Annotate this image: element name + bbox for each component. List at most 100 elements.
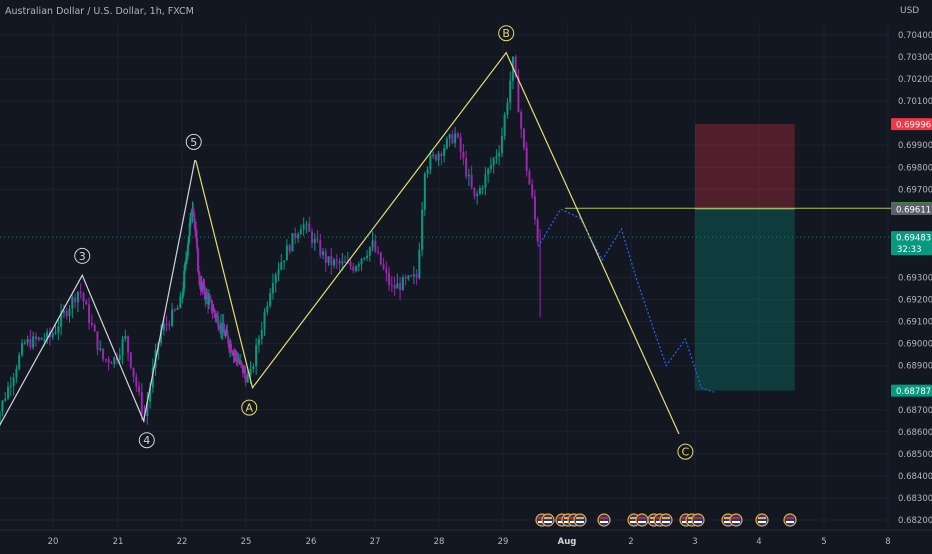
candle-body (377, 251, 380, 253)
price-tick-label: 0.68900 (898, 362, 932, 372)
wave-label-b[interactable]: B (502, 27, 510, 40)
time-axis[interactable]: 20 21 22 25 26 27 28 29 Aug 2 3 4 5 8 (0, 529, 932, 550)
candle-body (37, 337, 40, 340)
candle-body (423, 173, 426, 210)
candle-body (0, 411, 1, 424)
elliott-wave-drawings[interactable]: 3 4 5 A B C (0, 25, 715, 460)
candle-body (338, 260, 341, 264)
candle-body (210, 300, 213, 311)
candle-body (207, 298, 210, 305)
candle-body (113, 357, 116, 364)
candle-body (9, 385, 12, 387)
wave-label-circle[interactable] (74, 247, 91, 264)
candle-body (355, 266, 358, 271)
wave-label-circle[interactable] (498, 25, 515, 42)
event-flag-icon[interactable] (691, 513, 705, 527)
wave-label-circle[interactable] (185, 133, 202, 150)
event-flag-icon[interactable] (783, 513, 797, 527)
time-tick-label: 5 (821, 537, 826, 547)
event-flag-icon[interactable] (659, 513, 673, 527)
candle-body (140, 392, 143, 415)
candle-body (333, 259, 336, 266)
event-flag-icon[interactable] (755, 513, 769, 527)
wave-label-3[interactable]: 3 (79, 250, 86, 263)
candle-body (196, 237, 199, 249)
price-tag-label[interactable]: 0.69996 (896, 121, 931, 131)
wave-label-circle[interactable] (241, 399, 258, 416)
candle-body (374, 240, 377, 252)
wave-label-a[interactable]: A (245, 402, 253, 415)
price-tag-label[interactable]: 0.68787 (896, 387, 931, 397)
price-tag-bg[interactable] (891, 384, 932, 397)
candle-body (305, 223, 308, 225)
time-tick-label: 2 (628, 537, 633, 547)
event-flag-icon[interactable] (729, 513, 743, 527)
price-tick-label: 0.69800 (898, 163, 932, 173)
grid-lines (0, 22, 891, 528)
candle-body (368, 247, 371, 256)
candle-body (127, 336, 130, 353)
candle-body (107, 359, 110, 363)
price-tick-label: 0.69700 (898, 185, 932, 195)
candle-body (244, 373, 247, 383)
wave-label-circle[interactable] (677, 443, 694, 460)
price-tag-bg[interactable] (891, 231, 932, 256)
candle-body (132, 367, 135, 377)
event-flag-stripe (694, 521, 702, 523)
candle-body (487, 168, 490, 175)
take-profit-zone[interactable] (695, 208, 795, 391)
wave-label-c[interactable]: C (682, 446, 690, 459)
event-flag-stripe (724, 517, 732, 519)
event-flag-stripe (630, 517, 638, 519)
projection-path-line[interactable] (537, 208, 715, 393)
candle-body (412, 274, 415, 277)
event-flag-stripe (724, 521, 732, 523)
price-tick-label: 0.68700 (898, 406, 932, 416)
candle-body (257, 338, 260, 345)
candle-body (352, 266, 355, 271)
event-flag-icon[interactable] (597, 513, 611, 527)
stop-loss-zone[interactable] (695, 124, 795, 209)
candle-body (68, 308, 71, 316)
event-flag-icon[interactable] (635, 513, 649, 527)
event-flag-stripe (576, 521, 584, 523)
wave-label-4[interactable]: 4 (143, 434, 150, 447)
candle-body (385, 268, 388, 273)
candle-body (462, 151, 465, 159)
price-tag-label[interactable]: 0.69611 (896, 205, 931, 215)
wave-label-circle[interactable] (138, 432, 155, 449)
candle-body (183, 270, 186, 289)
candle-body (203, 284, 206, 295)
wave-label-5[interactable]: 5 (190, 136, 197, 149)
price-axis[interactable]: 0.70400 0.70300 0.70200 0.70100 0.69900 0.698… (891, 0, 932, 550)
price-tag-bg[interactable] (891, 202, 932, 215)
candle-body (32, 336, 35, 348)
event-flag-icon[interactable] (541, 513, 555, 527)
candle-body (224, 333, 227, 336)
candle-body (184, 262, 187, 271)
event-flag-icon[interactable] (573, 513, 587, 527)
candle-body (146, 401, 149, 416)
impulse-wave-line[interactable] (0, 160, 196, 441)
short-position-tool[interactable] (0, 124, 891, 391)
candle-body (274, 274, 277, 284)
event-flag-stripe (638, 521, 646, 523)
candle-body (495, 156, 498, 159)
candle-body (186, 244, 189, 256)
candle-body (222, 322, 225, 331)
candle-body (179, 296, 182, 309)
candle-body (12, 377, 15, 386)
candle-body (85, 301, 88, 305)
candle-body (110, 362, 113, 364)
price-tag-label[interactable]: 0.69483 (896, 234, 931, 244)
corrective-wave-line[interactable] (195, 51, 680, 435)
economic-events-row[interactable] (535, 513, 797, 527)
price-tag-bg[interactable] (891, 118, 932, 131)
candle-body (226, 330, 229, 337)
candle-body (121, 339, 124, 356)
candle-body (54, 331, 57, 334)
candle-body (227, 336, 230, 344)
candle-body (197, 271, 200, 275)
